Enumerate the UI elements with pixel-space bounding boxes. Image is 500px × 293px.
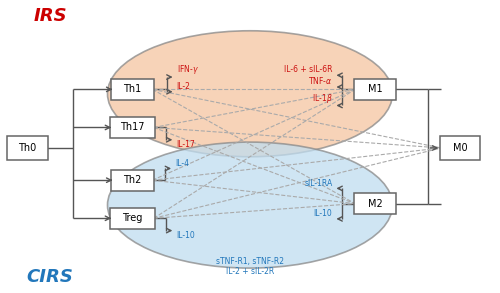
Text: Th0: Th0: [18, 143, 36, 153]
FancyBboxPatch shape: [110, 117, 155, 138]
Text: Th17: Th17: [120, 122, 145, 132]
Text: sIL-1RA: sIL-1RA: [304, 178, 332, 188]
Ellipse shape: [108, 31, 393, 157]
Text: IFN-$\gamma$: IFN-$\gamma$: [176, 63, 199, 76]
Text: M0: M0: [452, 143, 468, 153]
FancyBboxPatch shape: [111, 79, 154, 100]
Text: IL-10: IL-10: [176, 231, 195, 240]
Text: M2: M2: [368, 199, 382, 209]
Ellipse shape: [108, 142, 393, 268]
Text: IRS: IRS: [33, 7, 67, 25]
Text: IL-6 + sIL-6R: IL-6 + sIL-6R: [284, 65, 333, 74]
Text: IL-2: IL-2: [176, 82, 190, 91]
Text: Treg: Treg: [122, 213, 142, 223]
FancyBboxPatch shape: [111, 170, 154, 190]
Text: IL-1$\beta$: IL-1$\beta$: [312, 92, 332, 105]
Text: Th1: Th1: [124, 84, 142, 94]
Text: sTNF-R1, sTNF-R2: sTNF-R1, sTNF-R2: [216, 257, 284, 266]
Text: IL-17: IL-17: [176, 140, 195, 149]
Text: IL-4: IL-4: [175, 159, 189, 168]
FancyBboxPatch shape: [354, 193, 397, 214]
Text: IL-2 + sIL-2R: IL-2 + sIL-2R: [226, 268, 274, 276]
FancyBboxPatch shape: [110, 208, 155, 229]
FancyBboxPatch shape: [354, 79, 397, 100]
FancyBboxPatch shape: [440, 136, 480, 160]
Text: M1: M1: [368, 84, 382, 94]
Text: CIRS: CIRS: [26, 268, 74, 286]
Text: Th2: Th2: [124, 175, 142, 185]
Text: IL-10: IL-10: [314, 209, 332, 218]
FancyBboxPatch shape: [8, 136, 48, 160]
Text: TNF-$\alpha$: TNF-$\alpha$: [308, 75, 332, 86]
